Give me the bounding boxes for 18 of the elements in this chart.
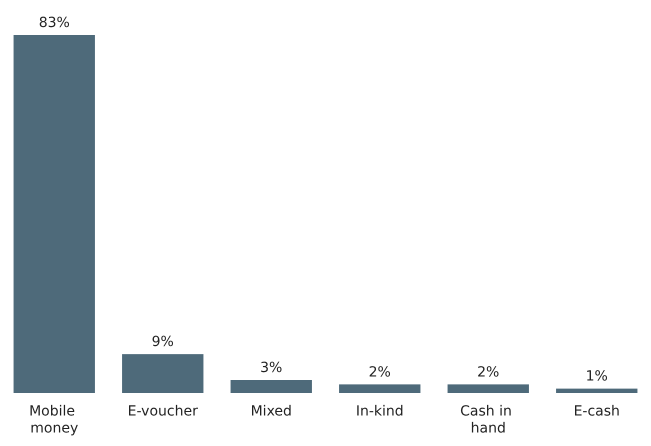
x-tick-label: In-kind	[356, 404, 404, 420]
data-label: 2%	[368, 364, 391, 380]
data-label: 3%	[260, 360, 282, 376]
data-label: 83%	[38, 15, 70, 31]
x-tick-label: Mixed	[250, 404, 292, 420]
x-tick-label: Cash in hand	[460, 404, 516, 436]
data-label: 9%	[152, 334, 174, 350]
data-label: 2%	[477, 364, 500, 380]
x-tick-label: E-cash	[574, 404, 620, 420]
data-label: 1%	[586, 368, 608, 385]
bar	[122, 354, 204, 393]
bar	[14, 35, 95, 393]
bar	[556, 388, 638, 393]
bar	[448, 384, 529, 393]
x-tick-label: Mobile money	[29, 404, 80, 436]
bar	[339, 384, 420, 393]
bar	[230, 380, 312, 393]
x-tick-label: E-voucher	[128, 404, 198, 420]
